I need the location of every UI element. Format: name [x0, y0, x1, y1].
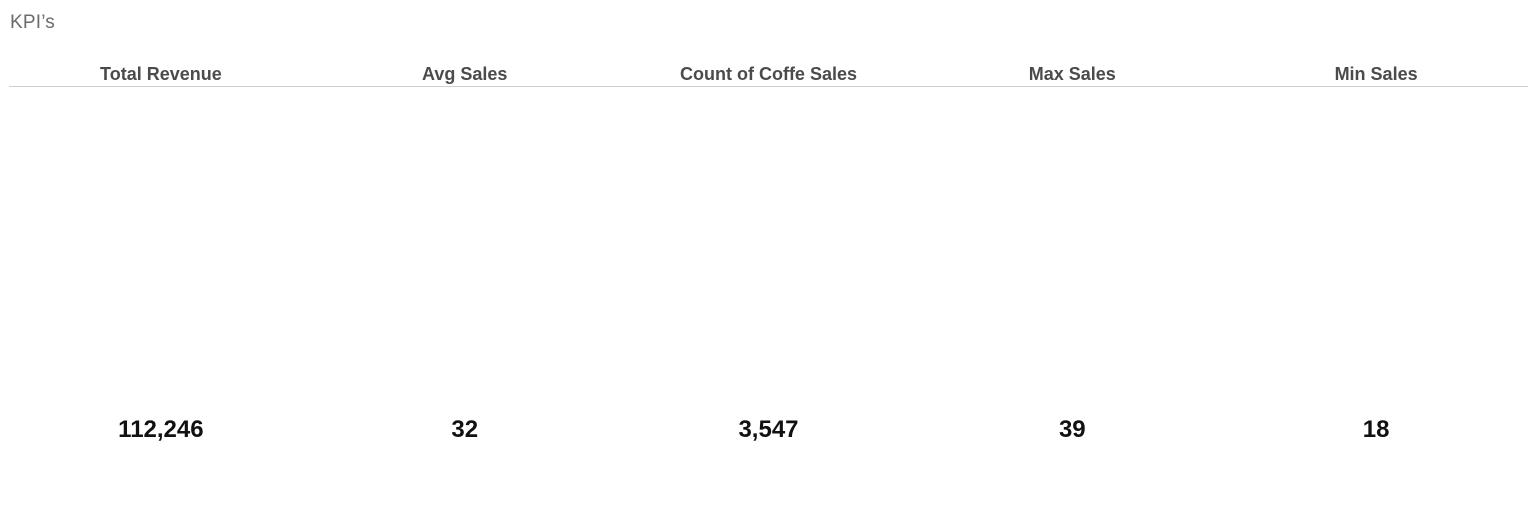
value-max-sales: 39	[1058, 416, 1086, 443]
kpi-table: Total Revenue Avg Sales Count of Coffe S…	[9, 60, 1528, 443]
column-header-max-sales[interactable]: Max Sales	[1028, 64, 1116, 84]
column-header-count-of-coffe-sales[interactable]: Count of Coffe Sales	[679, 64, 857, 84]
visual-title: KPI’s	[10, 12, 56, 33]
value-total-revenue: 112,246	[118, 416, 204, 443]
table-header-row: Total Revenue Avg Sales Count of Coffe S…	[9, 60, 1528, 87]
table-row: 112,246 32 3,547 39 18	[9, 414, 1528, 446]
column-header-total-revenue[interactable]: Total Revenue	[100, 64, 222, 84]
value-count-of-coffe-sales: 3,547	[738, 416, 799, 443]
column-header-min-sales[interactable]: Min Sales	[1334, 64, 1418, 84]
value-min-sales: 18	[1362, 416, 1390, 443]
value-avg-sales: 32	[451, 416, 479, 443]
column-header-avg-sales[interactable]: Avg Sales	[422, 64, 508, 84]
